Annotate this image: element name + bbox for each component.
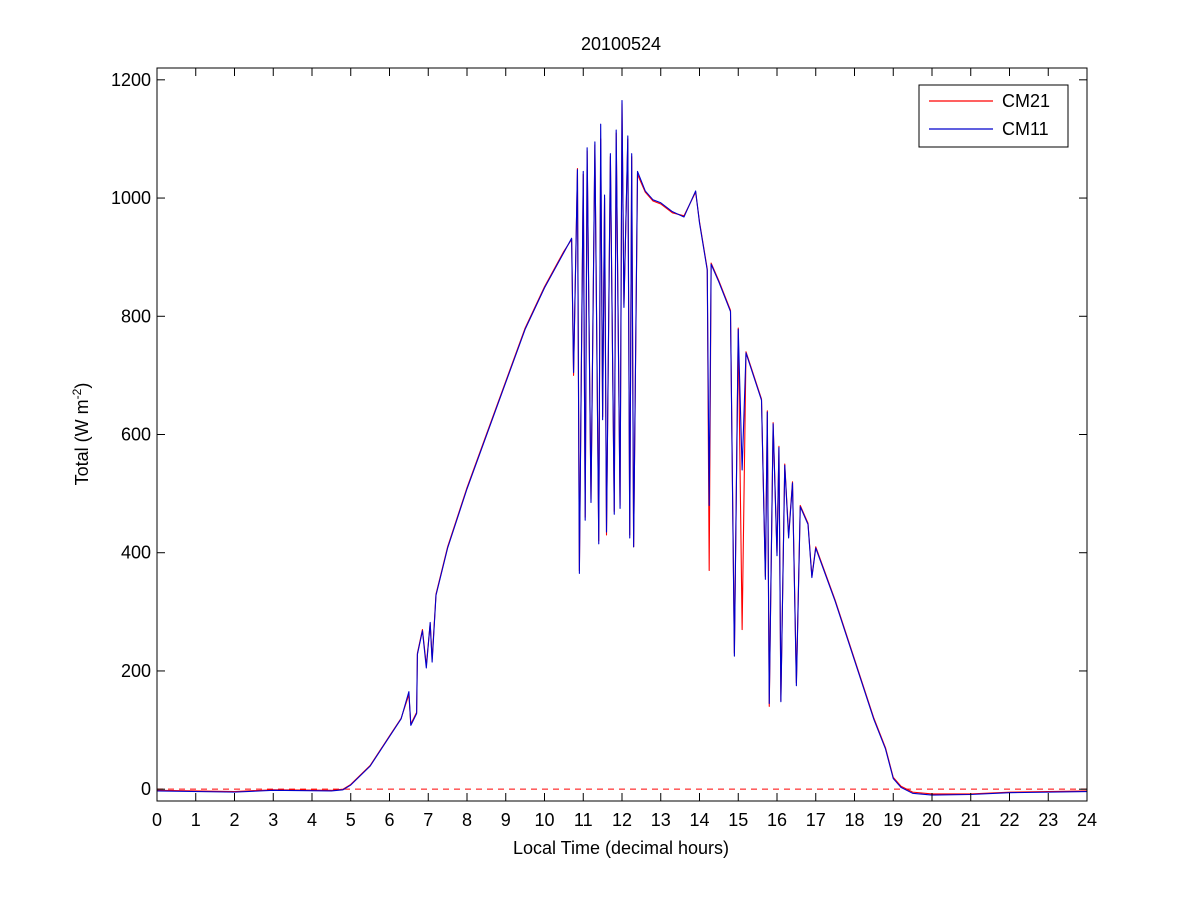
x-tick-label: 4: [307, 810, 317, 830]
x-tick-label: 15: [728, 810, 748, 830]
legend-label-cm21: CM21: [1002, 91, 1050, 111]
y-tick-label: 1200: [111, 70, 151, 90]
x-tick-label: 2: [229, 810, 239, 830]
x-axis-label: Local Time (decimal hours): [513, 838, 729, 858]
x-tick-label: 18: [844, 810, 864, 830]
plot-area: [156, 67, 1088, 802]
x-tick-label: 17: [806, 810, 826, 830]
x-tick-label: 6: [384, 810, 394, 830]
x-tick-label: 12: [612, 810, 632, 830]
legend: CM21 CM11: [918, 84, 1069, 148]
x-tick-label: 23: [1038, 810, 1058, 830]
x-tick-label: 5: [346, 810, 356, 830]
y-axis-label-close: ): [72, 383, 92, 389]
series-line-cm11: [157, 99, 1087, 796]
y-tick-label: 200: [121, 661, 151, 681]
x-tick-label: 22: [999, 810, 1019, 830]
x-tick-label: 9: [501, 810, 511, 830]
legend-label-cm11: CM11: [1002, 119, 1049, 139]
x-tick-label: 8: [462, 810, 472, 830]
y-tick-label: 800: [121, 306, 151, 326]
chart-title: 20100524: [581, 34, 661, 54]
x-tick-label: 7: [423, 810, 433, 830]
x-tick-label: 10: [534, 810, 554, 830]
series-group: [157, 99, 1087, 796]
y-tick-label: 1000: [111, 188, 151, 208]
y-tick-label: 400: [121, 543, 151, 563]
y-axis-label-main: Total (W m: [72, 399, 92, 485]
y-tick-label: 0: [141, 779, 151, 799]
x-tick-label: 19: [883, 810, 903, 830]
x-tick-label: 14: [689, 810, 709, 830]
x-tick-label: 24: [1077, 810, 1097, 830]
x-axis-ticks: 0 1 2 3 4 5 6 7 8 9 10 11 12 13 14 15 16 17 18 19 20 21 22 23 24: [152, 68, 1097, 830]
y-tick-label: 600: [121, 425, 151, 445]
y-axis-label: Total (W m-2): [70, 383, 92, 486]
y-axis-ticks: 0 200 400 600 800 1000 1200: [111, 70, 1087, 799]
x-tick-label: 3: [268, 810, 278, 830]
legend-box: [918, 84, 1069, 148]
x-tick-label: 21: [961, 810, 981, 830]
x-tick-label: 0: [152, 810, 162, 830]
x-tick-label: 16: [767, 810, 787, 830]
x-tick-label: 1: [191, 810, 201, 830]
x-tick-label: 20: [922, 810, 942, 830]
x-tick-label: 11: [574, 810, 593, 830]
y-axis-label-superscript: -2: [70, 388, 84, 399]
x-tick-label: 13: [651, 810, 671, 830]
